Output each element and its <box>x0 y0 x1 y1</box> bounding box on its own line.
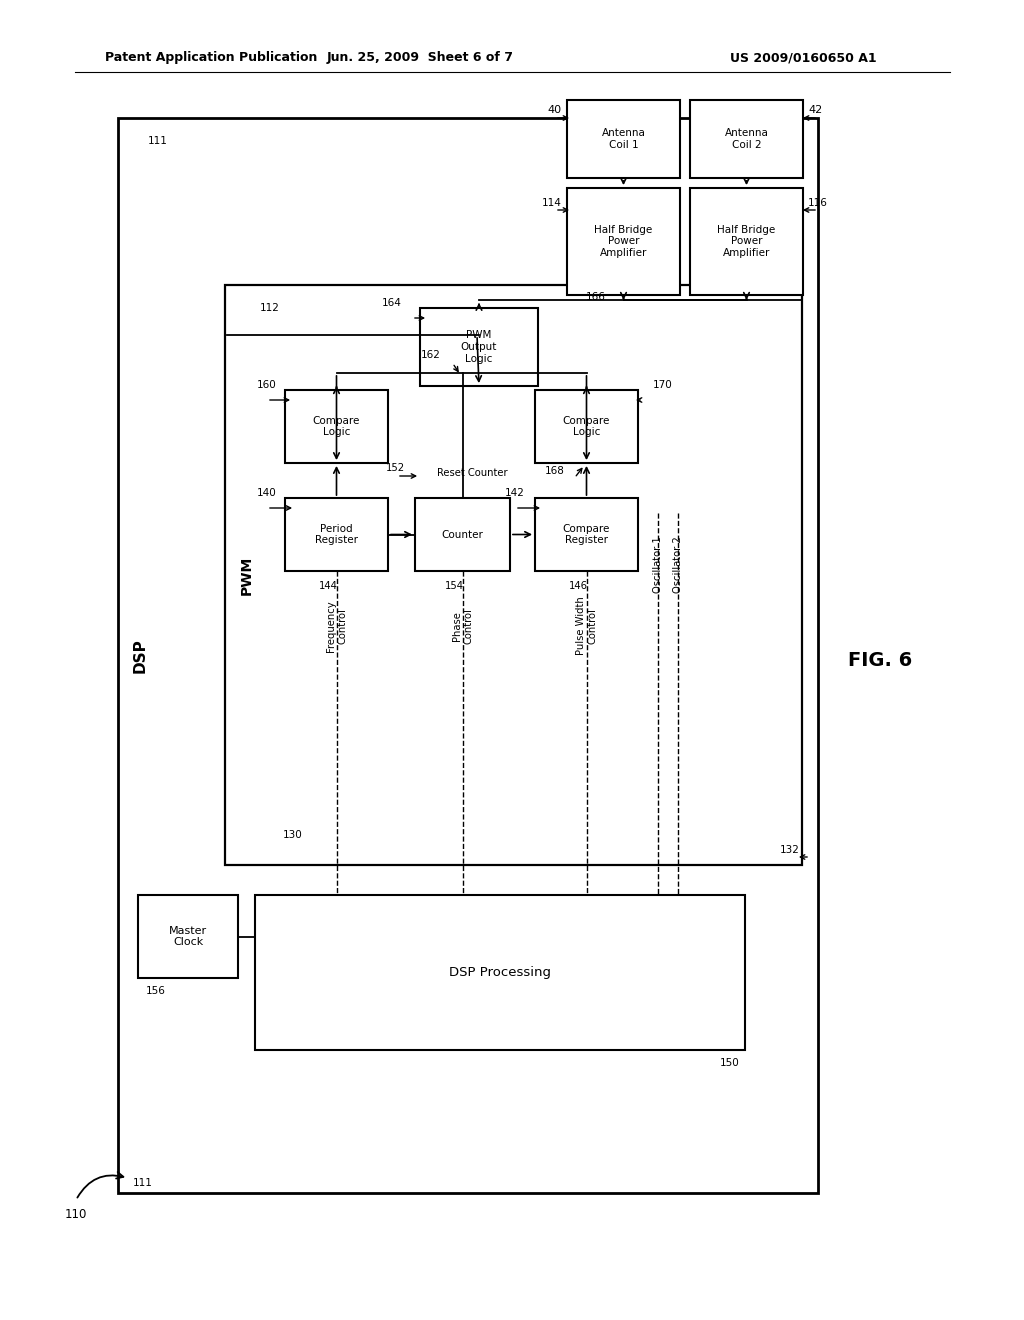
Text: Half Bridge
Power
Amplifier: Half Bridge Power Amplifier <box>718 224 775 259</box>
Text: US 2009/0160650 A1: US 2009/0160650 A1 <box>730 51 877 65</box>
Text: 154: 154 <box>444 581 464 591</box>
Bar <box>285 389 388 463</box>
Text: Period
Register: Period Register <box>315 524 358 545</box>
Text: 166: 166 <box>586 292 605 302</box>
Text: Compare
Logic: Compare Logic <box>312 416 360 437</box>
Text: 132: 132 <box>780 845 800 855</box>
Bar <box>138 895 238 978</box>
Text: 114: 114 <box>542 198 562 209</box>
Text: DSP Processing: DSP Processing <box>449 966 551 979</box>
Bar <box>285 498 388 572</box>
Text: Antenna
Coil 2: Antenna Coil 2 <box>725 128 768 149</box>
Text: Pulse Width
Control: Pulse Width Control <box>575 597 597 655</box>
Text: Half Bridge
Power
Amplifier: Half Bridge Power Amplifier <box>594 224 652 259</box>
Text: Phase
Control: Phase Control <box>452 609 473 644</box>
Text: Master
Clock: Master Clock <box>169 925 207 948</box>
Text: PWM: PWM <box>240 556 254 594</box>
Text: 162: 162 <box>421 350 440 360</box>
Text: 164: 164 <box>382 298 402 308</box>
Text: Patent Application Publication: Patent Application Publication <box>105 51 317 65</box>
Text: 112: 112 <box>260 304 280 313</box>
Text: 168: 168 <box>545 466 564 477</box>
Text: 42: 42 <box>808 106 822 115</box>
Bar <box>567 187 680 294</box>
Bar <box>118 117 818 1193</box>
Text: PWM
Output
Logic: PWM Output Logic <box>461 330 498 363</box>
Text: Jun. 25, 2009  Sheet 6 of 7: Jun. 25, 2009 Sheet 6 of 7 <box>327 51 513 65</box>
Text: 146: 146 <box>568 581 588 591</box>
Text: Compare
Logic: Compare Logic <box>563 416 610 437</box>
Bar <box>225 285 802 865</box>
Text: 170: 170 <box>653 380 673 389</box>
Text: 40: 40 <box>548 106 562 115</box>
Text: 111: 111 <box>148 136 168 147</box>
Text: 160: 160 <box>257 380 276 389</box>
Bar <box>690 100 803 178</box>
Bar <box>420 308 538 385</box>
FancyArrowPatch shape <box>78 1172 123 1197</box>
Text: Antenna
Coil 1: Antenna Coil 1 <box>601 128 645 149</box>
Text: Compare
Register: Compare Register <box>563 524 610 545</box>
Bar <box>567 100 680 178</box>
Text: 142: 142 <box>505 488 525 498</box>
Text: 111: 111 <box>133 1177 153 1188</box>
Text: Oscillator 1: Oscillator 1 <box>653 536 663 593</box>
Text: Reset Counter: Reset Counter <box>437 469 508 478</box>
Text: 110: 110 <box>65 1209 87 1221</box>
Bar <box>535 389 638 463</box>
Bar <box>415 498 510 572</box>
Text: Oscillator 2: Oscillator 2 <box>673 536 683 593</box>
Text: 152: 152 <box>386 463 406 473</box>
Text: 156: 156 <box>146 986 166 997</box>
Text: FIG. 6: FIG. 6 <box>848 651 912 669</box>
Text: 144: 144 <box>318 581 337 591</box>
Bar <box>690 187 803 294</box>
Text: 116: 116 <box>808 198 827 209</box>
Bar <box>255 895 745 1049</box>
Text: Counter: Counter <box>441 529 483 540</box>
Text: 140: 140 <box>257 488 276 498</box>
Text: DSP: DSP <box>132 638 147 673</box>
Text: Frequency
Control: Frequency Control <box>326 601 347 652</box>
Text: 130: 130 <box>283 830 303 840</box>
Bar <box>535 498 638 572</box>
Text: 150: 150 <box>720 1059 740 1068</box>
